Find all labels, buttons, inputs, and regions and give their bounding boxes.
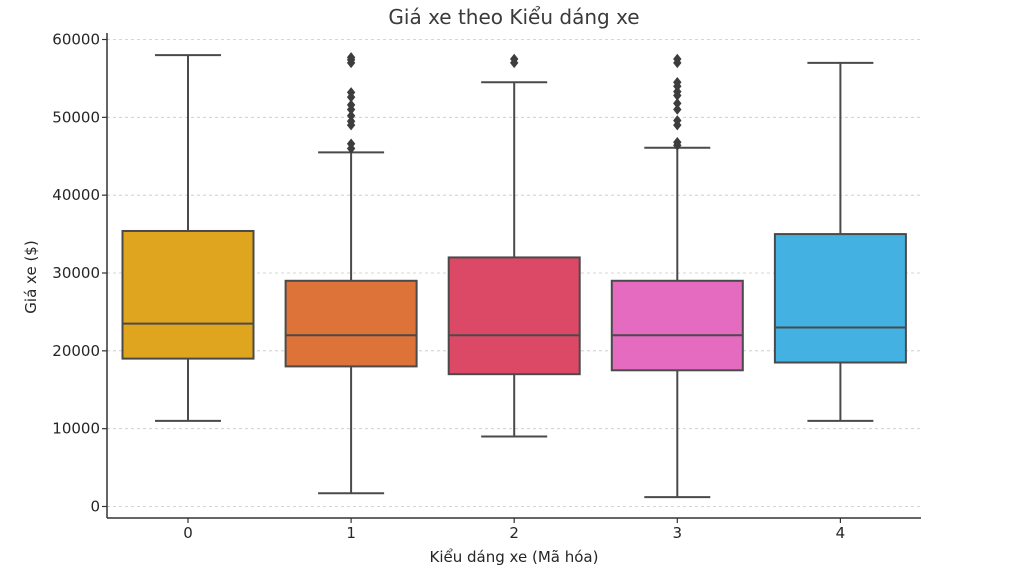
x-axis-ticks: 0 1 2 3 4 <box>183 518 845 542</box>
box-iqr <box>447 256 581 376</box>
outlier-point <box>673 53 682 65</box>
y-tick-label: 60000 <box>52 31 100 49</box>
x-axis-title: Kiểu dáng xe (Mã hóa) <box>430 548 599 566</box>
x-tick-label: 3 <box>673 524 683 542</box>
y-tick-label: 10000 <box>52 420 100 438</box>
box-iqr <box>121 229 255 360</box>
box-iqr <box>284 279 418 368</box>
box-group-3 <box>610 53 744 499</box>
outlier-point <box>346 115 356 127</box>
box-group-2 <box>447 53 581 438</box>
outlier-point <box>673 86 682 97</box>
outlier-point <box>673 98 682 109</box>
outlier-point <box>346 99 356 111</box>
outlier-point <box>673 115 682 126</box>
boxes-group <box>121 52 907 499</box>
y-tick-label: 20000 <box>52 342 100 360</box>
box-iqr <box>773 233 907 364</box>
y-tick-label: 40000 <box>52 186 100 204</box>
y-tick-label: 0 <box>90 498 100 516</box>
outlier-point <box>346 87 356 98</box>
box-iqr <box>610 279 744 372</box>
outlier-point <box>346 110 356 122</box>
box-group-0 <box>121 54 255 422</box>
x-tick-label: 0 <box>183 524 193 542</box>
outlier-point <box>673 136 682 148</box>
x-tick-label: 4 <box>836 524 846 542</box>
y-tick-label: 30000 <box>52 264 100 282</box>
x-tick-label: 2 <box>509 524 519 542</box>
y-tick-label: 50000 <box>52 108 100 126</box>
outlier-point <box>673 104 682 115</box>
y-axis-title: Giá xe ($) <box>22 240 40 313</box>
y-axis-ticks: 0 10000 20000 30000 40000 50000 60000 <box>52 31 107 516</box>
x-tick-label: 1 <box>346 524 356 542</box>
outlier-point <box>346 52 356 63</box>
box-group-4 <box>773 61 907 422</box>
chart-title: Giá xe theo Kiểu dáng xe <box>388 5 639 29</box>
outlier-point <box>346 138 356 150</box>
outlier-point <box>510 53 519 65</box>
box-group-1 <box>284 52 418 495</box>
outlier-point <box>673 77 682 88</box>
